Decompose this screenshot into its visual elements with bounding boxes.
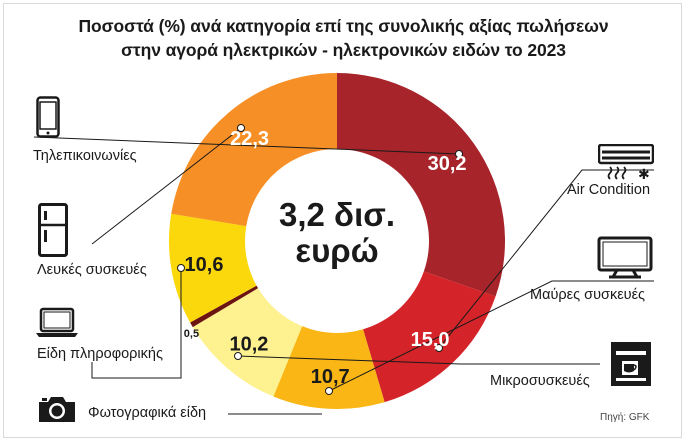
value-label-4: 0,5 [184,328,199,340]
label-photo: Φωτογραφικά είδη [88,405,207,421]
leader-line-3 [237,355,600,365]
donut-slice-0 [337,73,505,297]
leader-dot-0 [455,150,463,158]
leader-dot-3 [234,352,242,360]
leader-dot-2 [325,387,333,395]
value-label-2: 10,7 [311,366,350,388]
donut-slice-6 [171,73,337,227]
label-black-appliances: Μαύρες συσκευές [530,287,646,303]
leader-dot-5 [177,264,185,272]
donut-slice-2 [273,326,385,409]
leader-line-2 [328,280,654,392]
donut-slice-3 [192,288,303,397]
chart-title-line2: στην αγορά ηλεκτρικών - ηλεκτρονικών ειδ… [121,40,566,60]
label-telecom: Τηλεπικοινωνίες [33,148,137,164]
laptop-icon [36,307,78,337]
leader-line-6 [91,127,242,245]
chart-frame [3,3,682,438]
television-icon [597,236,653,279]
air-conditioner-icon: ✱ [598,144,654,180]
leader-line-5 [91,268,182,379]
donut-slice-4 [190,285,259,328]
leader-line-1 [438,169,654,349]
chart-title-line1: Ποσοστά (%) ανά κατηγορία επί της συνολι… [78,16,609,36]
center-total-line1: 3,2 δισ. [279,196,395,233]
value-label-3: 10,2 [229,333,268,355]
source-note: Πηγή: GFK [600,412,650,423]
leader-line-0 [33,136,460,155]
value-label-6: 22,3 [230,128,269,150]
center-total-line2: ευρώ [295,232,378,269]
label-it: Είδη πληροφορικής [37,346,163,362]
coffee-machine-icon [611,342,651,386]
leader-dot-1 [435,344,443,352]
label-air-condition: Air Condition [567,182,651,198]
donut-slice-1 [363,271,496,403]
refrigerator-icon [38,203,68,257]
value-label-5: 10,6 [185,254,224,276]
svg-text:✱: ✱ [638,167,650,180]
value-label-0: 30,2 [428,153,467,175]
leader-dot-6 [237,124,245,132]
camera-icon [39,397,75,422]
label-white-appliances: Λευκές συσκευές [37,262,147,278]
donut-slice-5 [169,213,257,323]
value-label-1: 15,0 [411,329,450,351]
label-small-appliances: Μικροσυσκευές [490,373,590,389]
smartphone-icon [36,96,60,138]
